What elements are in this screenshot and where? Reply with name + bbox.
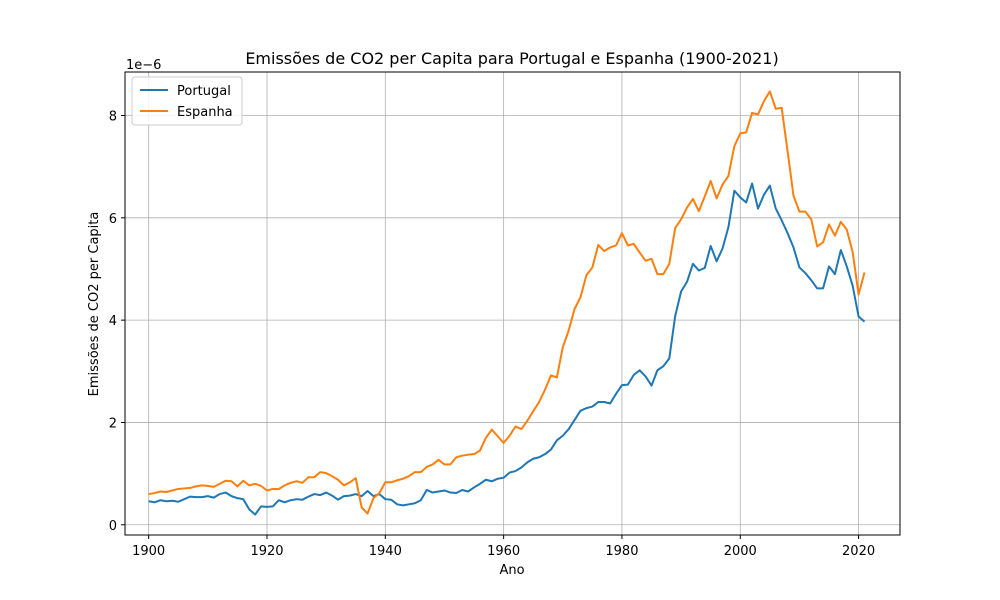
x-tick-label: 1900 (132, 544, 165, 559)
x-tick-label: 2020 (842, 544, 875, 559)
series-line-espanha (148, 90, 866, 515)
x-tick-label: 2000 (724, 544, 757, 559)
y-tick-label: 6 (109, 212, 117, 227)
y-offset-label: 1e−6 (126, 58, 161, 73)
series-lines (148, 90, 866, 516)
x-tick-label: 1920 (250, 544, 283, 559)
y-tick-label: 0 (109, 519, 117, 534)
y-axis-ticks: 0 2 4 6 8 (109, 109, 125, 534)
legend-label-portugal: Portugal (177, 84, 231, 99)
x-tick-label: 1940 (369, 544, 402, 559)
y-tick-label: 8 (109, 109, 117, 124)
series-line-portugal (148, 182, 866, 516)
x-tick-label: 1960 (487, 544, 520, 559)
y-tick-label: 2 (109, 416, 117, 431)
legend-label-espanha: Espanha (177, 105, 233, 120)
y-tick-label: 4 (109, 314, 117, 329)
x-tick-label: 1980 (605, 544, 638, 559)
y-axis-label: Emissões de CO2 per Capita (87, 212, 102, 397)
legend: Portugal Espanha (131, 76, 243, 126)
grid-lines (125, 72, 900, 535)
x-axis-label: Ano (499, 563, 524, 578)
chart-title: Emissões de CO2 per Capita para Portugal… (245, 49, 778, 68)
plot-area-frame (124, 71, 901, 536)
x-axis-ticks: 1900 1920 1940 1960 1980 2000 2020 (132, 535, 875, 559)
